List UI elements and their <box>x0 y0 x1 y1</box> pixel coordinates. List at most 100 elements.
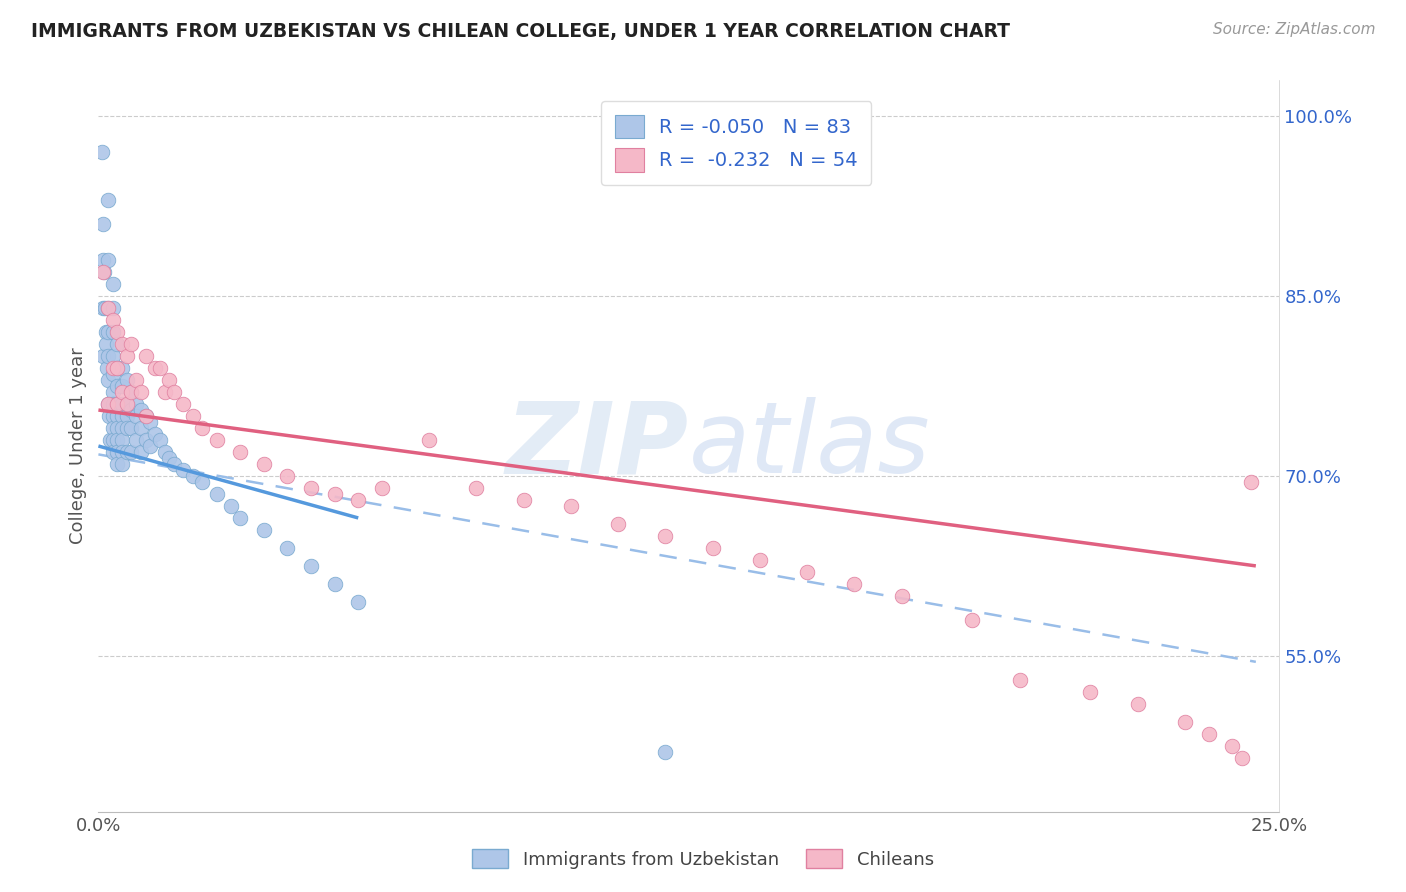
Point <box>101 277 124 292</box>
Point <box>115 397 138 411</box>
Point <box>93 301 115 315</box>
Point <box>97 253 120 268</box>
Point <box>1198 727 1220 741</box>
Point <box>1080 685 1102 699</box>
Point <box>115 397 138 411</box>
Point <box>125 373 148 387</box>
Point <box>101 301 124 315</box>
Point <box>1220 739 1243 753</box>
Point <box>115 373 138 387</box>
Text: atlas: atlas <box>689 398 931 494</box>
Point <box>890 589 912 603</box>
Point <box>157 373 180 387</box>
Point <box>97 409 120 423</box>
Point <box>111 457 134 471</box>
Point <box>105 421 128 435</box>
Point <box>129 385 152 400</box>
Point <box>135 433 157 447</box>
Point <box>607 516 630 531</box>
Point <box>1174 714 1197 729</box>
Point <box>115 409 138 423</box>
Point <box>101 385 124 400</box>
Text: Source: ZipAtlas.com: Source: ZipAtlas.com <box>1212 22 1375 37</box>
Point <box>844 577 866 591</box>
Point <box>121 421 143 435</box>
Y-axis label: College, Under 1 year: College, Under 1 year <box>69 348 87 544</box>
Point <box>191 475 214 489</box>
Point <box>157 450 180 465</box>
Point <box>93 265 115 279</box>
Point <box>149 433 172 447</box>
Point <box>121 385 143 400</box>
Point <box>253 457 276 471</box>
Point <box>98 433 121 447</box>
Point <box>105 445 128 459</box>
Text: ZIP: ZIP <box>506 398 689 494</box>
Point <box>101 313 124 327</box>
Point <box>1230 751 1253 765</box>
Point <box>205 487 228 501</box>
Point <box>97 349 120 363</box>
Point <box>229 511 252 525</box>
Point <box>97 373 120 387</box>
Point <box>229 445 252 459</box>
Point <box>125 409 148 423</box>
Text: IMMIGRANTS FROM UZBEKISTAN VS CHILEAN COLLEGE, UNDER 1 YEAR CORRELATION CHART: IMMIGRANTS FROM UZBEKISTAN VS CHILEAN CO… <box>31 22 1010 41</box>
Point <box>299 558 322 573</box>
Point <box>111 445 134 459</box>
Point <box>276 469 298 483</box>
Point <box>105 409 128 423</box>
Point <box>418 433 440 447</box>
Point <box>1008 673 1031 687</box>
Point <box>512 492 534 507</box>
Point <box>97 301 120 315</box>
Point <box>163 385 186 400</box>
Point <box>105 361 128 376</box>
Point <box>253 523 276 537</box>
Point <box>181 409 204 423</box>
Point <box>149 361 172 376</box>
Point <box>139 439 162 453</box>
Point <box>276 541 298 555</box>
Point <box>91 349 114 363</box>
Point <box>101 421 124 435</box>
Point <box>121 445 143 459</box>
Point <box>97 193 120 207</box>
Point <box>105 397 128 411</box>
Point <box>1126 697 1149 711</box>
Point <box>105 397 128 411</box>
Point <box>101 367 124 381</box>
Point <box>111 337 134 351</box>
Point <box>105 361 128 376</box>
Point <box>97 325 120 339</box>
Point <box>143 427 166 442</box>
Point <box>153 385 176 400</box>
Point <box>115 421 138 435</box>
Point <box>371 481 394 495</box>
Point <box>105 337 128 351</box>
Point <box>94 337 117 351</box>
Point <box>191 421 214 435</box>
Point <box>111 433 134 447</box>
Point <box>962 613 984 627</box>
Point <box>135 409 157 423</box>
Point <box>97 397 120 411</box>
Point <box>135 349 157 363</box>
Point <box>181 469 204 483</box>
Point <box>299 481 322 495</box>
Point <box>139 415 162 429</box>
Point <box>121 337 143 351</box>
Point <box>172 463 194 477</box>
Point <box>172 397 194 411</box>
Point <box>101 349 124 363</box>
Legend: R = -0.050   N = 83, R =  -0.232   N = 54: R = -0.050 N = 83, R = -0.232 N = 54 <box>600 101 872 186</box>
Point <box>748 553 770 567</box>
Point <box>111 421 134 435</box>
Point <box>111 385 134 400</box>
Point <box>91 301 114 315</box>
Point <box>91 253 114 268</box>
Point <box>654 745 676 759</box>
Point <box>163 457 186 471</box>
Point <box>796 565 818 579</box>
Point <box>101 361 124 376</box>
